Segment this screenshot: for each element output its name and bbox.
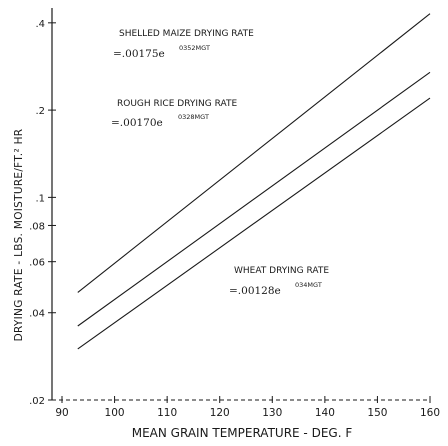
series-lines <box>77 13 431 350</box>
x-ticks: 90 100 110 120 130 140 150 160 <box>55 396 440 419</box>
y-tick-label: .06 <box>29 258 45 269</box>
rice-line <box>77 71 431 327</box>
y-axis-label: DRYING RATE - LBS. MOISTURE/FT.² HR <box>13 129 25 342</box>
y-ticks: .02 .04 .06 .08 .1 .2 .4 <box>29 19 56 407</box>
x-tick-label: 90 <box>55 407 68 419</box>
x-tick-label: 140 <box>315 407 335 419</box>
y-tick-label: .04 <box>29 309 45 320</box>
maize-equation: =.00175e <box>113 48 165 60</box>
maize-label: SHELLED MAIZE DRYING RATE <box>119 29 254 39</box>
x-tick-label: 160 <box>420 407 440 419</box>
y-tick-label: .1 <box>35 193 45 204</box>
y-tick-label: .2 <box>35 106 45 117</box>
maize-line <box>77 13 431 293</box>
wheat-annotation: WHEAT DRYING RATE =.00128e 034MGT <box>229 266 329 297</box>
y-tick-label: .4 <box>35 19 45 30</box>
maize-annotation: SHELLED MAIZE DRYING RATE =.00175e 0352M… <box>113 29 254 60</box>
x-tick-label: 150 <box>367 407 387 419</box>
y-tick-label: .08 <box>29 221 45 232</box>
plot-axes <box>51 8 430 401</box>
y-tick-label: .02 <box>29 396 45 407</box>
x-tick-label: 130 <box>262 407 282 419</box>
wheat-exponent: 034MGT <box>295 281 322 289</box>
rice-equation: =.00170e <box>111 117 163 129</box>
rice-exponent: 0328MGT <box>178 113 209 121</box>
x-tick-label: 120 <box>210 407 230 419</box>
wheat-equation: =.00128e <box>229 285 281 297</box>
rice-label: ROUGH RICE DRYING RATE <box>117 99 237 109</box>
x-axis-label: MEAN GRAIN TEMPERATURE - DEG. F <box>132 426 353 440</box>
maize-exponent: 0352MGT <box>179 44 210 52</box>
rice-annotation: ROUGH RICE DRYING RATE =.00170e 0328MGT <box>111 99 237 129</box>
wheat-label: WHEAT DRYING RATE <box>234 266 329 276</box>
x-tick-label: 110 <box>157 407 177 419</box>
x-tick-label: 100 <box>105 407 125 419</box>
wheat-line <box>77 97 431 350</box>
